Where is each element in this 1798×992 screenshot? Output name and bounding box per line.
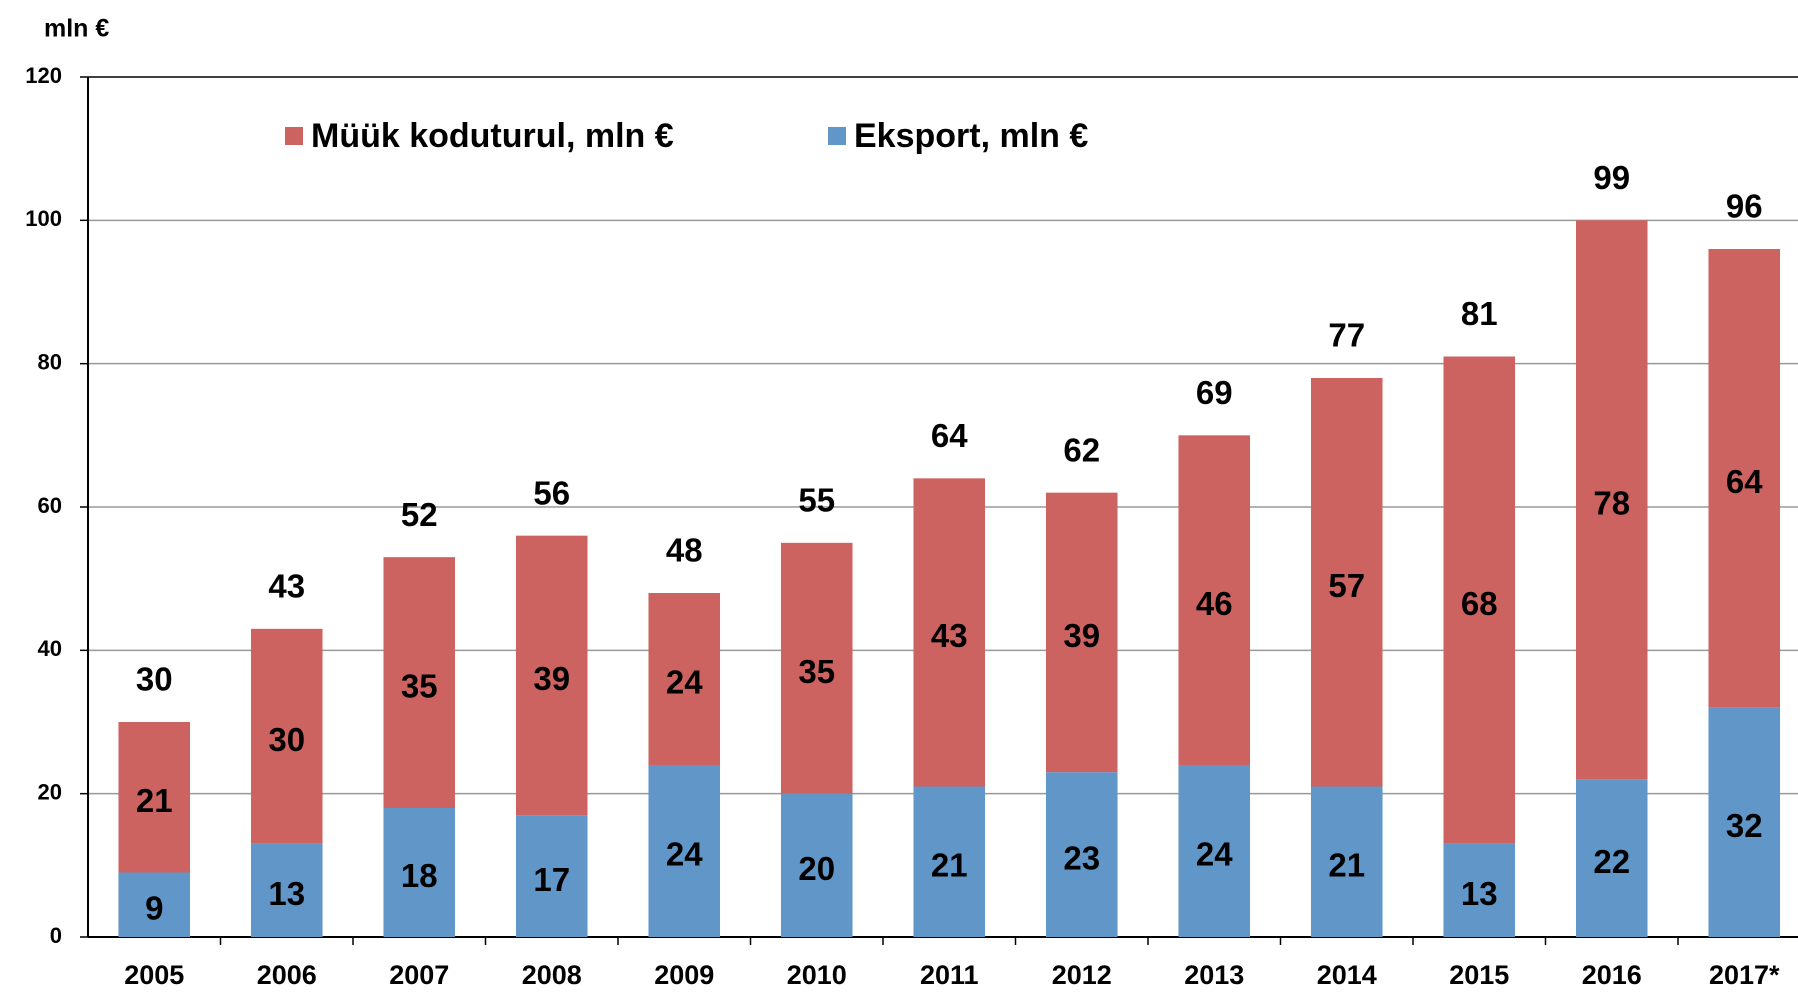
total-label: 55 [798, 482, 835, 519]
data-label: 57 [1328, 567, 1365, 604]
data-label: 43 [931, 617, 968, 654]
total-label: 64 [931, 417, 968, 454]
x-tick-label: 2015 [1449, 960, 1509, 990]
y-tick-label: 40 [38, 636, 62, 661]
x-tick-label: 2005 [124, 960, 184, 990]
bar-segment [648, 593, 721, 765]
total-label: 56 [533, 474, 570, 511]
x-tick-label: 2014 [1317, 960, 1377, 990]
bar-segment [515, 815, 588, 937]
legend-label: Eksport, mln € [854, 117, 1088, 155]
data-label: 35 [401, 667, 438, 704]
total-label: 30 [136, 661, 173, 698]
bar-segment [1443, 356, 1516, 844]
data-label: 64 [1726, 463, 1763, 500]
bar-segment [1708, 707, 1781, 937]
bar-segment [515, 535, 588, 816]
bar-segment [913, 478, 986, 787]
x-tick-label: 2006 [257, 960, 317, 990]
bar-segment [780, 793, 853, 937]
total-label: 81 [1461, 295, 1498, 332]
bar-segment [118, 872, 191, 937]
data-label: 24 [666, 664, 703, 701]
y-tick-label: 0 [50, 923, 62, 948]
total-label: 52 [401, 496, 438, 533]
x-tick-label: 2011 [920, 960, 979, 990]
legend-swatch [285, 127, 303, 145]
bar-segment [1310, 786, 1383, 937]
unit-label: mln € [44, 15, 109, 43]
bar-segment [1443, 843, 1516, 937]
data-label: 24 [666, 836, 703, 873]
legend-swatch [828, 127, 846, 145]
y-tick-label: 20 [38, 779, 62, 804]
bar-segment [118, 722, 191, 873]
data-label: 21 [931, 846, 968, 883]
data-label: 20 [798, 850, 835, 887]
data-label: 13 [1461, 875, 1498, 912]
x-tick-label: 2013 [1184, 960, 1244, 990]
y-tick-label: 80 [38, 349, 62, 374]
bar-segment [780, 542, 853, 794]
legend-label: Müük koduturul, mln € [311, 117, 674, 155]
x-tick-label: 2009 [654, 960, 714, 990]
x-tick-label: 2008 [522, 960, 582, 990]
data-label: 21 [1328, 846, 1365, 883]
x-tick-label: 2007 [389, 960, 449, 990]
bar-segment [1045, 492, 1118, 773]
bar-segment [1575, 779, 1648, 937]
y-tick-label: 120 [25, 63, 62, 88]
x-tick-label: 2010 [787, 960, 847, 990]
total-label: 69 [1196, 374, 1233, 411]
data-label: 23 [1063, 839, 1100, 876]
bar-segment [250, 628, 323, 844]
bar-segment [250, 843, 323, 937]
total-label: 77 [1328, 317, 1365, 354]
bar-segment [383, 557, 456, 808]
total-label: 96 [1726, 188, 1763, 225]
total-label: 48 [666, 532, 703, 569]
data-label: 39 [1063, 617, 1100, 654]
bar-segment [648, 765, 721, 937]
bar-segment [1708, 249, 1781, 708]
bar-segment [1178, 765, 1251, 937]
total-label: 99 [1593, 159, 1630, 196]
total-label: 62 [1063, 431, 1100, 468]
x-tick-label: 2012 [1052, 960, 1112, 990]
bar-segment [1045, 772, 1118, 937]
total-label: 43 [268, 568, 305, 605]
data-label: 21 [136, 782, 173, 819]
data-label: 30 [268, 721, 305, 758]
data-label: 46 [1196, 585, 1233, 622]
x-tick-label: 2016 [1582, 960, 1642, 990]
data-label: 22 [1593, 843, 1630, 880]
data-label: 78 [1593, 485, 1630, 522]
bar-segment [383, 808, 456, 937]
bar-segment [1178, 435, 1251, 765]
x-tick-label: 2017* [1709, 960, 1780, 990]
y-tick-label: 100 [25, 206, 62, 231]
data-label: 35 [798, 653, 835, 690]
data-label: 39 [533, 660, 570, 697]
data-label: 24 [1196, 836, 1233, 873]
data-label: 68 [1461, 585, 1498, 622]
data-label: 9 [145, 889, 163, 926]
bar-segment [1310, 378, 1383, 787]
data-label: 13 [268, 875, 305, 912]
bar-segment [1575, 220, 1648, 780]
data-label: 17 [533, 861, 570, 898]
bar-segment [913, 786, 986, 937]
data-label: 18 [401, 857, 438, 894]
y-tick-label: 60 [38, 493, 62, 518]
data-label: 32 [1726, 807, 1763, 844]
